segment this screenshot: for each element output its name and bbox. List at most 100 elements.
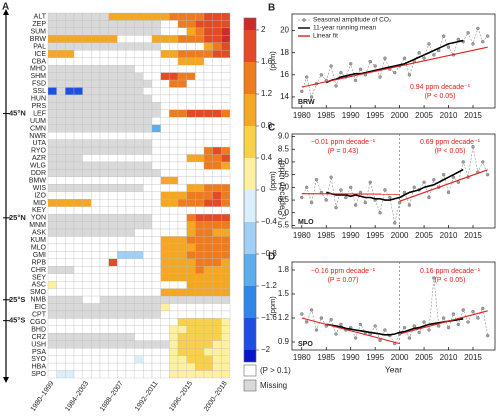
missing-cell [125, 169, 135, 178]
heat-cell [212, 109, 222, 118]
missing-cell [82, 146, 92, 155]
heat-cell [134, 236, 144, 245]
missing-cell [73, 295, 83, 304]
heat-cell [169, 318, 179, 327]
station-label: GMI [33, 252, 46, 259]
missing-cell [47, 340, 57, 349]
heat-cell [99, 199, 109, 207]
colorbar-band [244, 286, 256, 318]
heat-cell [82, 281, 92, 289]
missing-cell [82, 12, 92, 21]
heat-cell [91, 35, 101, 43]
heat-cell [177, 206, 187, 215]
heat-cell [195, 251, 205, 259]
missing-cell [91, 87, 101, 96]
heat-cell [82, 370, 92, 379]
legend-label: Seasonal amplitude of CO₂ [313, 17, 392, 24]
x-tick-label: 1995 [366, 111, 384, 120]
heat-cell [99, 50, 109, 58]
missing-cell [47, 213, 57, 222]
heat-cell [125, 370, 135, 379]
heat-cell [177, 221, 187, 230]
heat-cell [134, 154, 144, 163]
colorbar-band [244, 222, 256, 254]
missing-cell [125, 213, 135, 222]
heat-cell [99, 266, 109, 274]
heat-cell [56, 258, 66, 267]
heat-cell [108, 35, 118, 43]
heat-cell [73, 281, 83, 289]
missing-cell [134, 184, 144, 192]
heat-cell [203, 109, 213, 118]
heat-cell [203, 42, 213, 51]
heat-cell [203, 12, 213, 21]
heat-cell [99, 370, 109, 379]
missing-cell [82, 27, 92, 36]
missing-cell [125, 109, 135, 118]
heat-cell [195, 199, 205, 207]
heat-cell [117, 50, 127, 58]
heat-cell [160, 191, 170, 200]
x-tick-label: 2010 [440, 353, 458, 362]
heat-cell [91, 251, 101, 259]
heat-cell [169, 206, 179, 215]
data-line [301, 146, 488, 223]
station-label: DDR [31, 170, 46, 177]
missing-cell [65, 303, 75, 312]
heat-cell [203, 333, 213, 341]
heat-cell [91, 199, 101, 207]
missing-cell [108, 139, 118, 148]
missing-cell [47, 221, 57, 230]
station-label: HBA [32, 364, 47, 371]
missing-cell [56, 42, 66, 51]
missing-cell [91, 79, 101, 88]
data-point [427, 42, 431, 46]
heat-cell [169, 362, 179, 371]
heat-cell [99, 57, 109, 66]
heat-cell [203, 258, 213, 267]
heat-cell [169, 102, 179, 110]
heat-cell [203, 176, 213, 185]
missing-cell [151, 340, 161, 349]
heat-cell [82, 243, 92, 252]
fit-line [301, 46, 488, 88]
missing-cell [108, 340, 118, 349]
heat-cell [221, 146, 231, 155]
heat-cell [212, 251, 222, 259]
heat-cell [117, 325, 127, 334]
heat-cell [160, 184, 170, 192]
missing-cell [56, 303, 66, 312]
heat-cell [108, 273, 118, 282]
data-point [437, 324, 441, 328]
heat-cell [117, 273, 127, 282]
missing-cell [91, 169, 101, 178]
data-point [476, 26, 480, 31]
heat-cell [143, 87, 153, 96]
missing-cell [151, 20, 161, 29]
heat-cell [195, 348, 205, 356]
heat-cell [221, 281, 231, 289]
x-tick-label: 1985 [317, 353, 335, 362]
missing-cell [186, 295, 196, 304]
heat-cell [151, 64, 161, 73]
heat-cell [221, 87, 231, 96]
heat-cell [134, 243, 144, 252]
heat-cell [134, 266, 144, 274]
heat-cell [134, 228, 144, 237]
heat-cell [160, 236, 170, 245]
heat-cell [65, 35, 75, 43]
heat-cell [91, 206, 101, 215]
heat-cell [160, 325, 170, 334]
heat-cell [160, 333, 170, 341]
heat-cell [221, 42, 231, 51]
heat-cell [212, 102, 222, 110]
data-point [441, 316, 446, 320]
heat-cell [195, 94, 205, 103]
heat-cell [177, 370, 187, 379]
heat-cell [151, 139, 161, 148]
heat-cell [212, 27, 222, 36]
missing-cell [65, 340, 75, 349]
station-label: BRW [298, 99, 315, 106]
heat-cell [195, 20, 205, 29]
y-tick-label: 9.0 [278, 132, 290, 141]
